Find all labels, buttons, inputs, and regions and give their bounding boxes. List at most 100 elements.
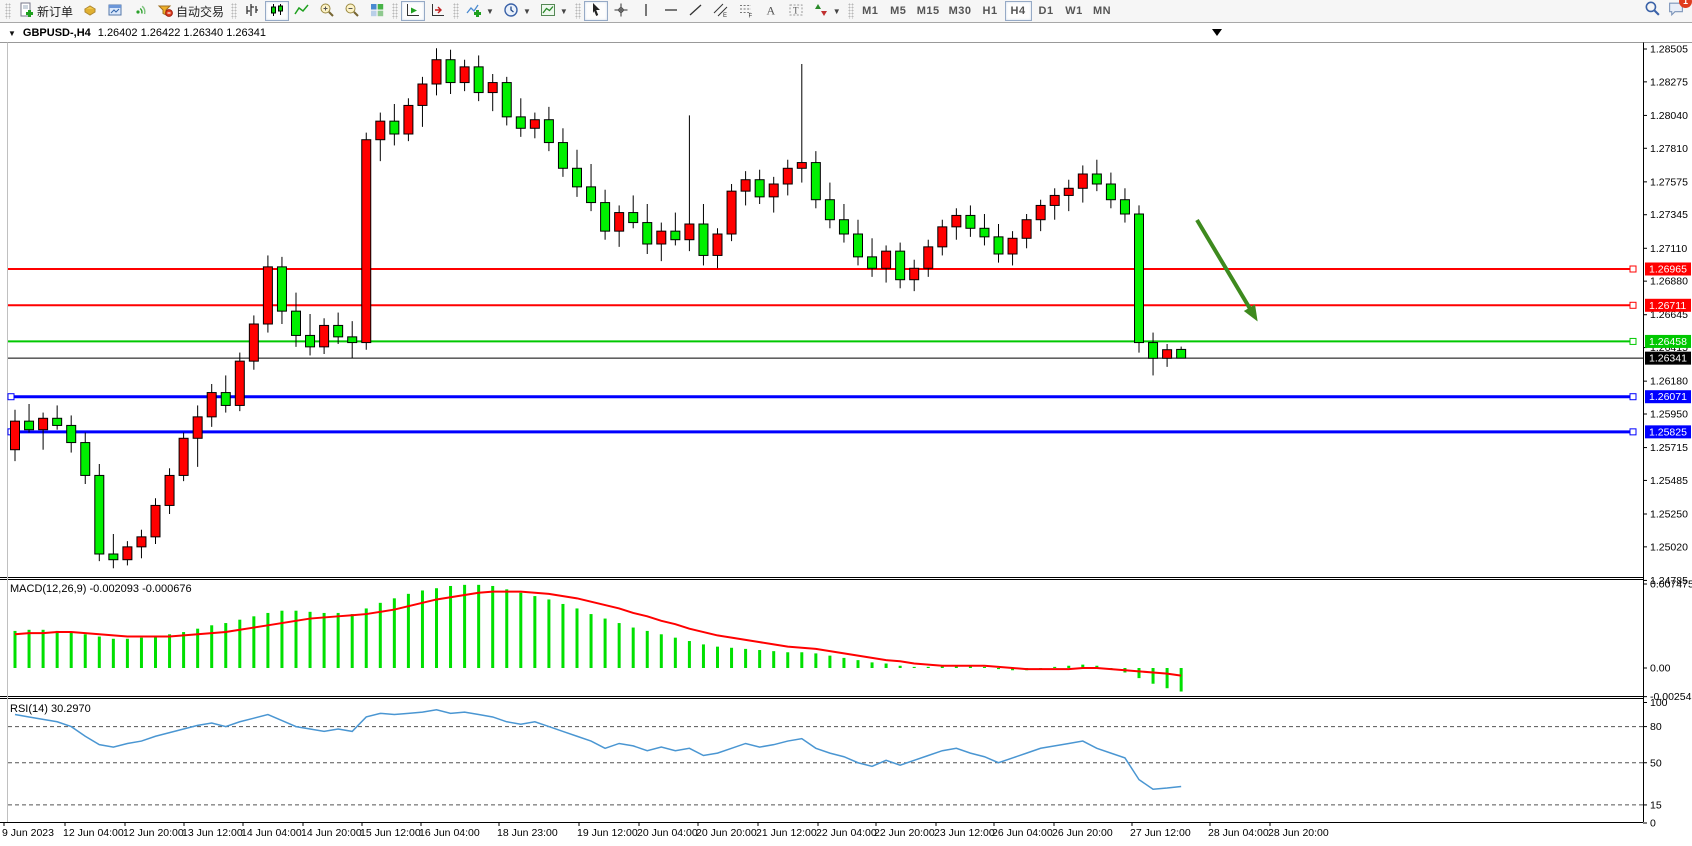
timeframe-m30-button[interactable]: M30 bbox=[945, 1, 976, 21]
cursor-button[interactable] bbox=[583, 1, 608, 21]
svg-text:12 Jun 04:00: 12 Jun 04:00 bbox=[63, 827, 124, 839]
chevron-down-icon: ▼ bbox=[522, 6, 531, 16]
market-watch-button[interactable] bbox=[78, 1, 102, 21]
bar-chart-button[interactable] bbox=[240, 1, 264, 21]
crosshair-icon bbox=[613, 2, 629, 21]
equidistant-channel-button[interactable]: E bbox=[709, 1, 733, 21]
fibonacci-button[interactable]: F bbox=[734, 1, 758, 21]
candlestick-chart-button[interactable] bbox=[265, 1, 290, 21]
svg-text:1.25950: 1.25950 bbox=[1650, 409, 1688, 421]
chart-canvas[interactable]: 1.28505 1.28275 1.28040 1.27810 1.27575 1.273… bbox=[0, 24, 1692, 846]
horizontal-line-icon bbox=[663, 2, 679, 21]
text-icon: A bbox=[763, 2, 779, 21]
chart-shift-marker-icon bbox=[1212, 29, 1222, 36]
timeframe-mn-button[interactable]: MN bbox=[1089, 1, 1116, 21]
svg-text:-0.002549: -0.002549 bbox=[1650, 691, 1692, 703]
svg-text:1.24785: 1.24785 bbox=[1650, 575, 1688, 587]
text-button[interactable]: A bbox=[759, 1, 783, 21]
channel-icon: E bbox=[713, 2, 729, 21]
svg-text:14 Jun 04:00: 14 Jun 04:00 bbox=[241, 827, 302, 839]
svg-text:20 Jun 20:00: 20 Jun 20:00 bbox=[696, 827, 757, 839]
timeframe-group: M1 M5 M15 M30 H1 H4 D1 W1 MN bbox=[857, 1, 1116, 21]
market-watch-icon bbox=[82, 2, 98, 21]
periods-button[interactable]: ▼ bbox=[499, 1, 535, 21]
notifications-button[interactable]: 1 bbox=[1667, 0, 1692, 22]
vertical-line-button[interactable] bbox=[634, 1, 658, 21]
toolbar-grip[interactable] bbox=[392, 3, 399, 19]
svg-text:15 Jun 12:00: 15 Jun 12:00 bbox=[360, 827, 421, 839]
cursor-icon bbox=[588, 2, 604, 21]
chevron-down-icon: ▼ bbox=[559, 6, 568, 16]
toolbar-grip[interactable] bbox=[5, 3, 11, 19]
bar-chart-icon bbox=[244, 2, 260, 21]
autoscroll-button[interactable] bbox=[401, 1, 426, 21]
svg-text:80: 80 bbox=[1650, 721, 1662, 733]
signals-button[interactable] bbox=[128, 1, 152, 21]
toolbar-grip[interactable] bbox=[453, 3, 460, 19]
trendline-button[interactable] bbox=[684, 1, 708, 21]
zoom-out-icon bbox=[344, 2, 360, 21]
svg-text:0.007475: 0.007475 bbox=[1650, 579, 1692, 591]
svg-text:0.00: 0.00 bbox=[1650, 663, 1671, 675]
toolbar-grip[interactable] bbox=[574, 3, 581, 19]
timeframe-h1-button[interactable]: H1 bbox=[977, 1, 1004, 21]
svg-text:12 Jun 20:00: 12 Jun 20:00 bbox=[123, 827, 184, 839]
horizontal-line-button[interactable] bbox=[659, 1, 683, 21]
autotrading-label: 自动交易 bbox=[176, 4, 225, 19]
svg-text:9 Jun 2023: 9 Jun 2023 bbox=[2, 827, 54, 839]
chart-shift-button[interactable] bbox=[426, 1, 450, 21]
svg-text:1.26458: 1.26458 bbox=[1649, 336, 1687, 348]
text-label-button[interactable]: T bbox=[784, 1, 808, 21]
rsi-value: 30.2970 bbox=[50, 703, 91, 715]
rsi-indicator-label: RSI(14) 30.2970 bbox=[10, 703, 91, 715]
svg-text:1.27110: 1.27110 bbox=[1650, 243, 1687, 255]
autotrading-button[interactable]: 自动交易 bbox=[153, 1, 228, 21]
toolbar-grip[interactable] bbox=[231, 3, 238, 19]
svg-text:1.28505: 1.28505 bbox=[1650, 44, 1688, 56]
svg-text:1.26071: 1.26071 bbox=[1649, 391, 1687, 403]
macd-indicator-label: MACD(12,26,9) -0.002093 -0.000676 bbox=[10, 583, 192, 595]
templates-button[interactable]: ▼ bbox=[536, 1, 572, 21]
rsi-name: RSI(14) bbox=[10, 703, 48, 715]
svg-text:16 Jun 04:00: 16 Jun 04:00 bbox=[419, 827, 480, 839]
svg-text:1.26180: 1.26180 bbox=[1650, 376, 1688, 388]
svg-text:F: F bbox=[748, 13, 752, 18]
zoom-in-button[interactable] bbox=[315, 1, 339, 21]
svg-text:22 Jun 20:00: 22 Jun 20:00 bbox=[874, 827, 935, 839]
vertical-line-icon bbox=[638, 2, 654, 21]
crosshair-button[interactable] bbox=[609, 1, 633, 21]
timeframe-m5-button[interactable]: M5 bbox=[885, 1, 912, 21]
svg-text:27 Jun 12:00: 27 Jun 12:00 bbox=[1130, 827, 1191, 839]
toolbar-grip[interactable] bbox=[847, 3, 854, 19]
arrows-icon bbox=[813, 2, 829, 21]
svg-text:1.25020: 1.25020 bbox=[1650, 541, 1688, 553]
timeframe-w1-button[interactable]: W1 bbox=[1061, 1, 1088, 21]
label-icon: T bbox=[788, 2, 804, 21]
svg-text:21 Jun 12:00: 21 Jun 12:00 bbox=[756, 827, 817, 839]
timeframe-d1-button[interactable]: D1 bbox=[1033, 1, 1060, 21]
timeframe-h4-button[interactable]: H4 bbox=[1004, 1, 1032, 21]
chart-symbol-period: GBPUSD-,H4 bbox=[22, 27, 91, 39]
svg-text:28 Jun 20:00: 28 Jun 20:00 bbox=[1268, 827, 1329, 839]
new-order-button[interactable]: 新订单 bbox=[14, 1, 77, 21]
timeframe-m1-button[interactable]: M1 bbox=[857, 1, 884, 21]
tile-windows-icon bbox=[369, 2, 385, 21]
chart-menu-icon[interactable]: ▼ bbox=[8, 28, 16, 38]
toolbar: 新订单 自动交易 ▼ ▼ ▼ E F A bbox=[0, 0, 1692, 23]
signals-icon bbox=[132, 2, 148, 21]
arrows-button[interactable]: ▼ bbox=[809, 1, 845, 21]
svg-text:T: T bbox=[793, 5, 799, 15]
indicators-button[interactable]: ▼ bbox=[462, 1, 498, 21]
svg-text:23 Jun 12:00: 23 Jun 12:00 bbox=[934, 827, 995, 839]
tile-windows-button[interactable] bbox=[365, 1, 389, 21]
line-chart-button[interactable] bbox=[290, 1, 314, 21]
new-order-label: 新订单 bbox=[37, 4, 74, 19]
zoom-out-button[interactable] bbox=[340, 1, 364, 21]
svg-text:50: 50 bbox=[1650, 757, 1662, 769]
timeframe-m15-button[interactable]: M15 bbox=[913, 1, 944, 21]
new-chart-button[interactable] bbox=[103, 1, 127, 21]
macd-name: MACD(12,26,9) bbox=[10, 583, 87, 595]
svg-text:18 Jun 23:00: 18 Jun 23:00 bbox=[497, 827, 558, 839]
chevron-down-icon: ▼ bbox=[486, 6, 494, 16]
search-icon[interactable] bbox=[1644, 0, 1661, 22]
